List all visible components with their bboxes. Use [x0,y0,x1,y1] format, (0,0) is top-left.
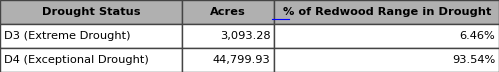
Bar [274,24,499,48]
Bar [274,0,499,24]
Text: % of Redwood Range in Drought: % of Redwood Range in Drought [282,7,491,17]
Bar [182,24,274,48]
Text: Drought Status: Drought Status [42,7,140,17]
Bar [182,0,274,24]
Text: Acres: Acres [211,7,246,17]
Text: D3 (Extreme Drought): D3 (Extreme Drought) [4,31,131,41]
Text: 3,093.28: 3,093.28 [220,31,270,41]
Text: D4 (Exceptional Drought): D4 (Exceptional Drought) [4,55,149,65]
Text: 93.54%: 93.54% [452,55,495,65]
Bar [0,24,182,48]
Text: 44,799.93: 44,799.93 [213,55,270,65]
Bar [182,48,274,72]
Text: 6.46%: 6.46% [459,31,495,41]
Bar [0,0,182,24]
Bar [274,48,499,72]
Bar [0,48,182,72]
